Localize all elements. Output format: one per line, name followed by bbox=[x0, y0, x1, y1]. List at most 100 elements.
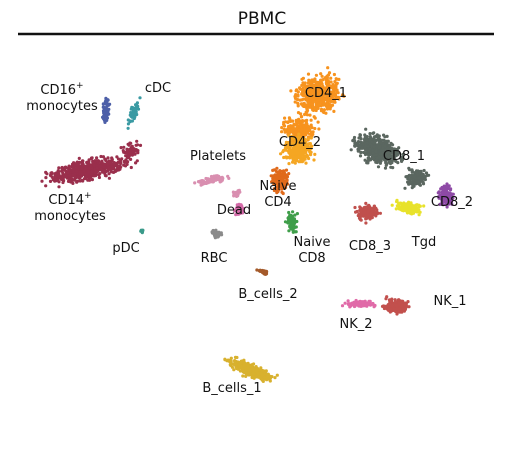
point bbox=[368, 138, 372, 142]
point bbox=[318, 93, 322, 97]
point bbox=[364, 148, 368, 152]
point bbox=[374, 158, 378, 162]
point bbox=[419, 169, 423, 173]
point bbox=[116, 160, 120, 164]
point bbox=[366, 159, 370, 163]
point bbox=[316, 89, 321, 93]
point bbox=[92, 174, 96, 178]
point bbox=[353, 144, 357, 148]
point bbox=[87, 158, 91, 162]
point bbox=[314, 73, 318, 77]
point bbox=[226, 359, 230, 363]
point bbox=[290, 152, 294, 156]
point bbox=[425, 173, 429, 177]
cluster-dead bbox=[233, 202, 246, 217]
point bbox=[53, 175, 57, 179]
point bbox=[411, 206, 416, 210]
point bbox=[240, 209, 244, 213]
point bbox=[368, 132, 372, 136]
point bbox=[445, 205, 449, 209]
point bbox=[92, 163, 96, 167]
point bbox=[258, 371, 262, 376]
point bbox=[300, 119, 305, 123]
point bbox=[278, 176, 282, 180]
point bbox=[373, 210, 377, 214]
point bbox=[321, 99, 325, 103]
point bbox=[377, 146, 381, 150]
point bbox=[365, 135, 369, 139]
point bbox=[305, 97, 309, 101]
point bbox=[240, 204, 244, 208]
point bbox=[329, 105, 333, 109]
point bbox=[276, 184, 280, 188]
point bbox=[389, 151, 393, 155]
point bbox=[238, 369, 242, 373]
point bbox=[364, 144, 368, 148]
point bbox=[305, 108, 310, 112]
point bbox=[293, 94, 297, 99]
point bbox=[304, 121, 308, 125]
point bbox=[218, 176, 222, 180]
point bbox=[288, 128, 292, 132]
point bbox=[333, 80, 337, 84]
point bbox=[278, 169, 282, 173]
point bbox=[397, 309, 401, 313]
point bbox=[277, 172, 281, 176]
point bbox=[309, 153, 313, 157]
point bbox=[335, 90, 339, 94]
point bbox=[71, 178, 75, 182]
point bbox=[234, 213, 238, 217]
point bbox=[374, 153, 378, 157]
point bbox=[123, 160, 127, 164]
point bbox=[98, 164, 102, 169]
point bbox=[364, 127, 368, 131]
point bbox=[424, 171, 429, 175]
point bbox=[363, 210, 367, 214]
point bbox=[99, 154, 103, 159]
point bbox=[303, 94, 307, 98]
point bbox=[289, 89, 293, 93]
point bbox=[310, 78, 314, 82]
point bbox=[294, 157, 298, 161]
point bbox=[267, 374, 271, 378]
point bbox=[306, 72, 311, 76]
point bbox=[294, 140, 298, 144]
point bbox=[378, 211, 382, 215]
point bbox=[239, 207, 243, 211]
point bbox=[67, 177, 72, 181]
cluster-label-bc1: B_cells_1 bbox=[202, 381, 261, 396]
point bbox=[277, 188, 281, 192]
point bbox=[327, 83, 331, 87]
point bbox=[244, 362, 248, 366]
point bbox=[196, 180, 201, 184]
point bbox=[300, 115, 304, 119]
point bbox=[405, 211, 410, 215]
point bbox=[252, 367, 256, 371]
point bbox=[123, 164, 128, 168]
cluster-label-dead: Dead bbox=[217, 203, 251, 218]
point bbox=[128, 113, 132, 117]
point bbox=[341, 93, 345, 97]
point bbox=[300, 98, 304, 102]
point bbox=[264, 269, 268, 273]
point bbox=[118, 167, 122, 171]
cluster-b-cells-2 bbox=[255, 268, 269, 276]
point bbox=[213, 236, 217, 240]
point bbox=[449, 187, 453, 191]
point bbox=[289, 218, 293, 222]
point bbox=[48, 179, 53, 183]
point bbox=[394, 207, 398, 211]
point bbox=[242, 358, 246, 362]
point bbox=[371, 213, 375, 217]
point bbox=[212, 174, 216, 178]
point bbox=[305, 90, 309, 94]
point bbox=[89, 164, 93, 168]
point bbox=[364, 215, 369, 220]
point bbox=[292, 226, 296, 230]
point bbox=[371, 151, 375, 155]
cluster-cd8-3 bbox=[353, 201, 382, 225]
point bbox=[57, 180, 61, 184]
point bbox=[296, 101, 300, 105]
point bbox=[104, 96, 108, 100]
point bbox=[280, 190, 284, 194]
